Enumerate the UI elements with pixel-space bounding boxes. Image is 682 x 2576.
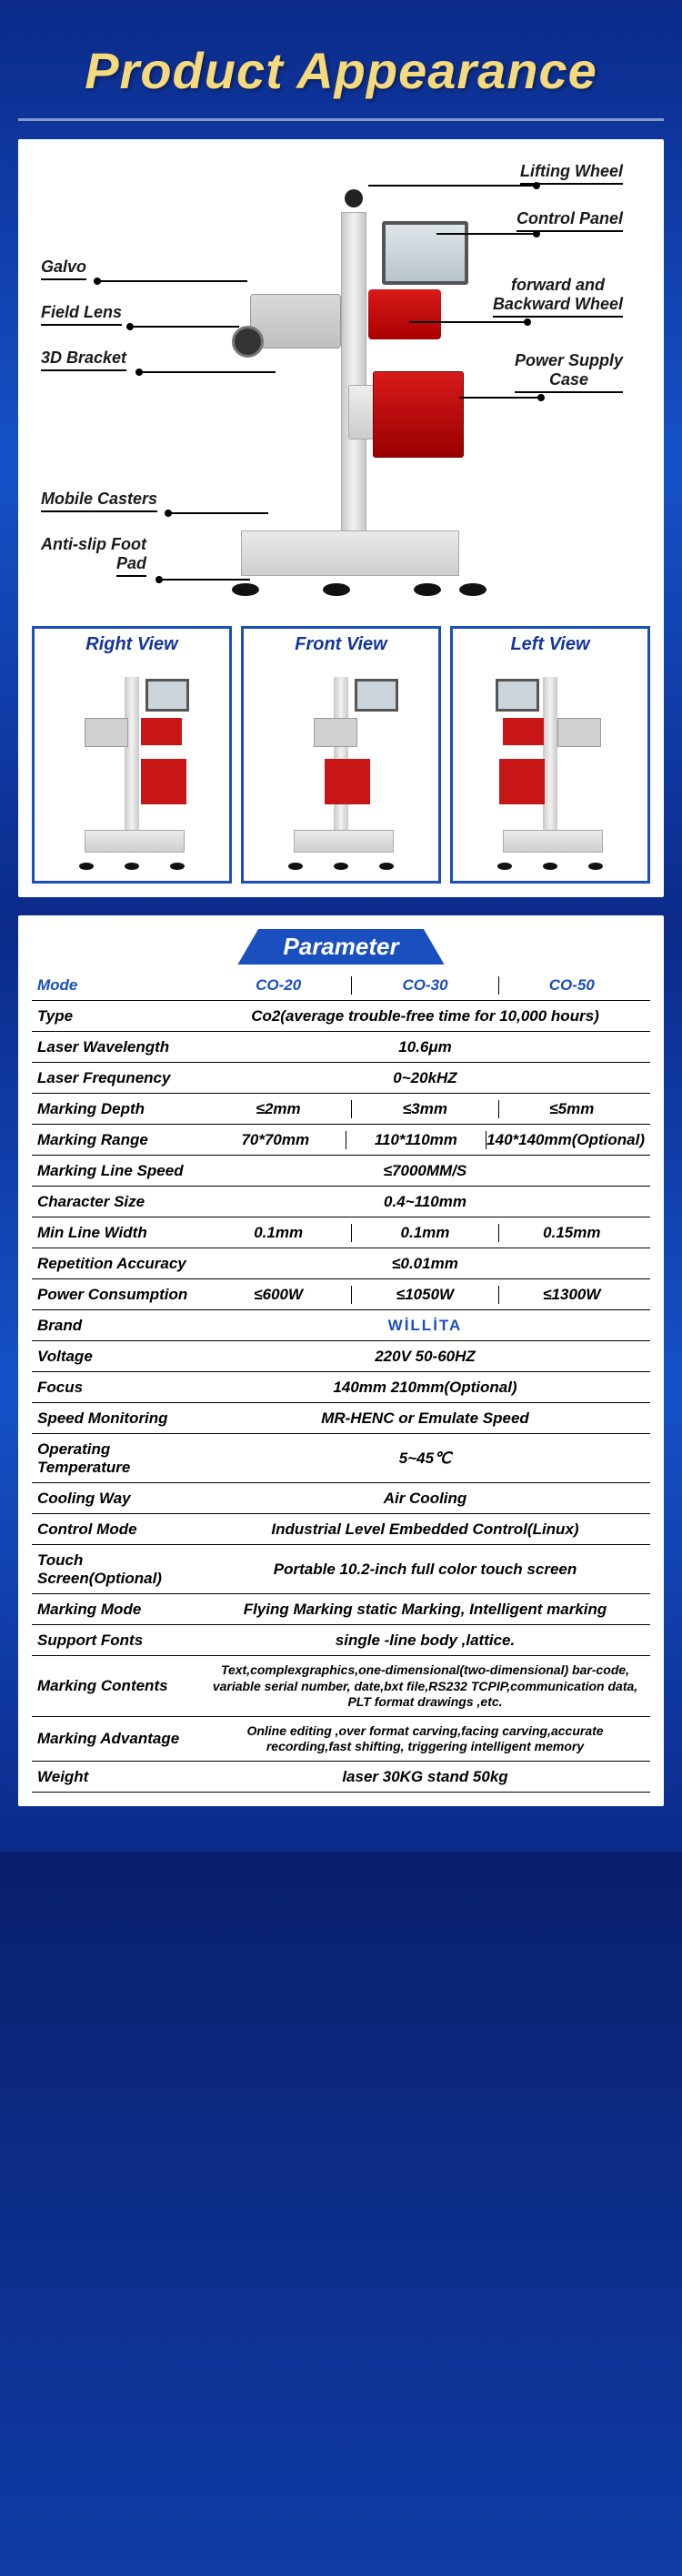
row-rep-acc: Repetition Accuracy≤0.01mm bbox=[32, 1248, 650, 1279]
row-type: TypeCo2(average trouble-free time for 10… bbox=[32, 1001, 650, 1032]
view-right-title: Right View bbox=[38, 634, 226, 655]
row-range: Marking Range 70*70mm110*110mm140*140mm(… bbox=[32, 1125, 650, 1156]
callout-field-lens: Field Lens bbox=[41, 303, 122, 326]
parameter-table: Mode CO-20 CO-30 CO-50 TypeCo2(average t… bbox=[32, 970, 650, 1793]
row-min-line: Min Line Width 0.1mm0.1mm0.15mm bbox=[32, 1217, 650, 1248]
row-mode: Mode CO-20 CO-30 CO-50 bbox=[32, 970, 650, 1001]
callout-mobile-casters: Mobile Casters bbox=[41, 490, 157, 512]
row-brand: BrandWİLLİTA bbox=[32, 1310, 650, 1341]
row-line-speed: Marking Line Speed≤7000MM/S bbox=[32, 1156, 650, 1187]
page-title: Product Appearance bbox=[18, 18, 664, 121]
row-mark-mode: Marking ModeFlying Marking static Markin… bbox=[32, 1594, 650, 1625]
row-depth: Marking Depth ≤2mm≤3mm≤5mm bbox=[32, 1094, 650, 1125]
callout-3d-bracket: 3D Bracket bbox=[41, 349, 126, 371]
row-frequency: Laser Frequnency0~20kHZ bbox=[32, 1063, 650, 1094]
product-panel: Lifting Wheel Control Panel forward and … bbox=[18, 139, 664, 897]
view-front: Front View bbox=[241, 626, 441, 884]
row-speed-mon: Speed MonitoringMR-HENC or Emulate Speed bbox=[32, 1403, 650, 1434]
views-row: Right View Front View Left View bbox=[32, 626, 650, 884]
page-wrapper: Product Appearance Lifting Wheel bbox=[0, 0, 682, 1852]
row-focus: Focus140mm 210mm(Optional) bbox=[32, 1372, 650, 1403]
row-contents: Marking ContentsText,complexgraphics,one… bbox=[32, 1656, 650, 1717]
row-touch: Touch Screen(Optional)Portable 10.2-inch… bbox=[32, 1545, 650, 1594]
row-power: Power Consumption ≤600W≤1050W≤1300W bbox=[32, 1279, 650, 1310]
view-front-title: Front View bbox=[247, 634, 435, 655]
row-weight: Weightlaser 30KG stand 50kg bbox=[32, 1761, 650, 1792]
callout-anti-slip: Anti-slip Foot Pad bbox=[41, 535, 146, 577]
row-op-temp: Operating Temperature5~45℃ bbox=[32, 1434, 650, 1483]
view-left: Left View bbox=[450, 626, 650, 884]
callout-power-case: Power Supply Case bbox=[515, 351, 623, 393]
row-advantage: Marking AdvantageOnline editing ,over fo… bbox=[32, 1716, 650, 1761]
product-diagram: Lifting Wheel Control Panel forward and … bbox=[32, 153, 650, 626]
machine-illustration bbox=[186, 185, 496, 594]
view-left-title: Left View bbox=[456, 634, 644, 655]
callout-control-panel: Control Panel bbox=[517, 209, 623, 232]
row-voltage: Voltage220V 50-60HZ bbox=[32, 1341, 650, 1372]
view-right: Right View bbox=[32, 626, 232, 884]
row-fonts: Support Fontssingle -line body ,lattice. bbox=[32, 1625, 650, 1656]
row-cooling: Cooling WayAir Cooling bbox=[32, 1483, 650, 1514]
parameter-panel: Parameter Mode CO-20 CO-30 CO-50 TypeCo2… bbox=[18, 915, 664, 1806]
callout-fb-wheel: forward and Backward Wheel bbox=[493, 276, 623, 318]
callout-galvo: Galvo bbox=[41, 258, 86, 280]
row-wavelength: Laser Wavelength10.6μm bbox=[32, 1032, 650, 1063]
row-char-size: Character Size0.4~110mm bbox=[32, 1187, 650, 1217]
row-ctrl-mode: Control ModeIndustrial Level Embedded Co… bbox=[32, 1514, 650, 1545]
parameter-header: Parameter bbox=[32, 929, 650, 965]
